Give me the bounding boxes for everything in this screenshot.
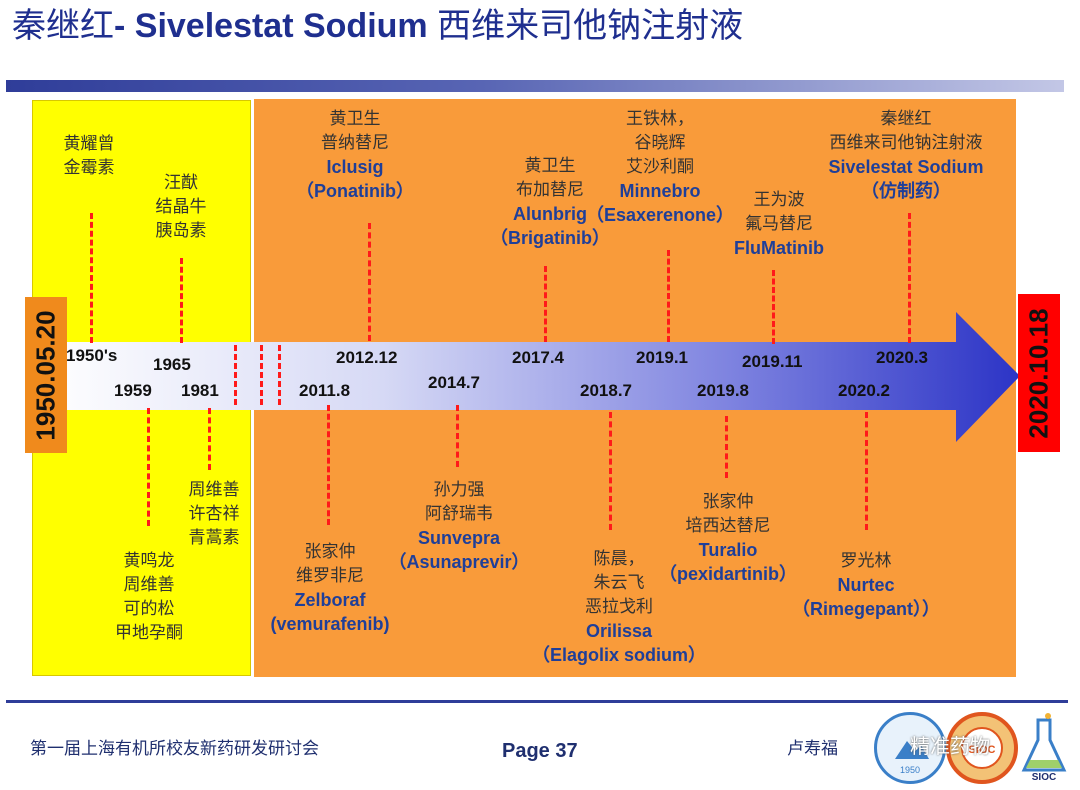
end-date-box: 2020.10.18 xyxy=(1018,294,1060,452)
year-2020-3: 2020.3 xyxy=(876,348,928,367)
event-2020-nurtec: 罗光林 Nurtec （Rimegepant）） xyxy=(791,551,941,619)
connector-1950s xyxy=(90,213,93,343)
connector-1981 xyxy=(208,408,211,470)
slide-title: 秦继红- Sivelestat Sodium 西维来司他钠注射液 xyxy=(12,6,744,46)
connector-2020-3 xyxy=(908,213,911,343)
event-2014-sunvepra: 孙力强 阿舒瑞韦 Sunvepra （Asunaprevir） xyxy=(388,480,530,572)
timeline-arrow xyxy=(40,312,1020,442)
year-1959: 1959 xyxy=(114,381,152,400)
svg-text:SIOC: SIOC xyxy=(1032,772,1056,782)
year-2014-7: 2014.7 xyxy=(428,373,480,392)
watermark-text: 精准药物 xyxy=(910,734,990,758)
event-2019-flumatinib: 王为波 氟马替尼 FluMatinib xyxy=(734,190,824,258)
year-2019-1: 2019.1 xyxy=(636,348,688,367)
event-2018-orilissa: 陈晨， 朱云飞 恶拉戈利 Orilissa （Elagolix sodium） xyxy=(531,549,707,665)
boundary-dash-1 xyxy=(234,345,237,405)
year-2012-12: 2012.12 xyxy=(336,348,398,367)
connector-1965 xyxy=(180,258,183,343)
year-2019-8: 2019.8 xyxy=(697,381,749,400)
boundary-dash-3 xyxy=(278,345,281,405)
connector-2019-1 xyxy=(667,250,670,342)
anniversary-logo: SIOC xyxy=(946,712,1018,784)
conference-name: 第一届上海有机所校友新药研发研讨会 xyxy=(30,739,319,759)
connector-2017 xyxy=(544,266,547,342)
event-1950s: 黄耀曾 金霉素 xyxy=(63,134,115,178)
event-2020-sivelestat: 秦继红 西维来司他钠注射液 Sivelestat Sodium （仿制药） xyxy=(828,109,984,201)
footer-divider xyxy=(6,700,1068,703)
connector-2019-11 xyxy=(772,270,775,344)
connector-2011 xyxy=(327,405,330,525)
sioc-seal-logo: 1950 xyxy=(874,712,946,784)
year-2011-8: 2011.8 xyxy=(299,381,351,400)
svg-text:1950: 1950 xyxy=(900,765,920,775)
year-2019-11: 2019.11 xyxy=(742,352,803,371)
event-2019-turalio: 张家仲 培西达替尼 Turalio （pexidartinib） xyxy=(658,492,798,584)
event-1981: 周维善 许杏祥 青蒿素 xyxy=(188,480,240,548)
start-date-box: 1950.05.20 xyxy=(25,297,67,453)
connector-2012 xyxy=(368,223,371,341)
svg-text:SIOC: SIOC xyxy=(969,744,996,756)
event-2011-zelboraf: 张家仲 维罗非尼 Zelboraf (vemurafenib) xyxy=(270,542,390,634)
year-1965: 1965 xyxy=(153,355,191,374)
event-2017-alunbrig: 黄卫生 布加替尼 Alunbrig （Brigatinib） xyxy=(490,156,610,248)
year-2017-4: 2017.4 xyxy=(512,348,564,367)
author-name: 卢寿福 xyxy=(787,739,838,759)
page-number: Page 37 xyxy=(502,740,578,762)
event-2019-minnebro: 王铁林， 谷晓辉 艾沙利酮 Minnebro （Esaxerenone） xyxy=(585,109,735,225)
connector-2018 xyxy=(609,412,612,530)
boundary-dash-2 xyxy=(260,345,263,405)
flask-logo: SIOC xyxy=(1018,712,1070,783)
title-underline xyxy=(6,80,1064,92)
event-1965: 汪猷 结晶牛 胰岛素 xyxy=(155,173,207,241)
year-1981: 1981 xyxy=(181,381,219,400)
year-1950s: 1950's xyxy=(66,346,118,365)
year-2020-2: 2020.2 xyxy=(838,381,890,400)
event-1959: 黄鸣龙 周维善 可的松 甲地孕酮 xyxy=(115,551,183,643)
event-2012-iclusig: 黄卫生 普纳替尼 Iclusig （Ponatinib） xyxy=(296,109,414,201)
connector-2014 xyxy=(456,405,459,467)
year-2018-7: 2018.7 xyxy=(580,381,632,400)
connector-2019-8 xyxy=(725,416,728,478)
connector-2020-2 xyxy=(865,412,868,530)
connector-1959 xyxy=(147,408,150,526)
